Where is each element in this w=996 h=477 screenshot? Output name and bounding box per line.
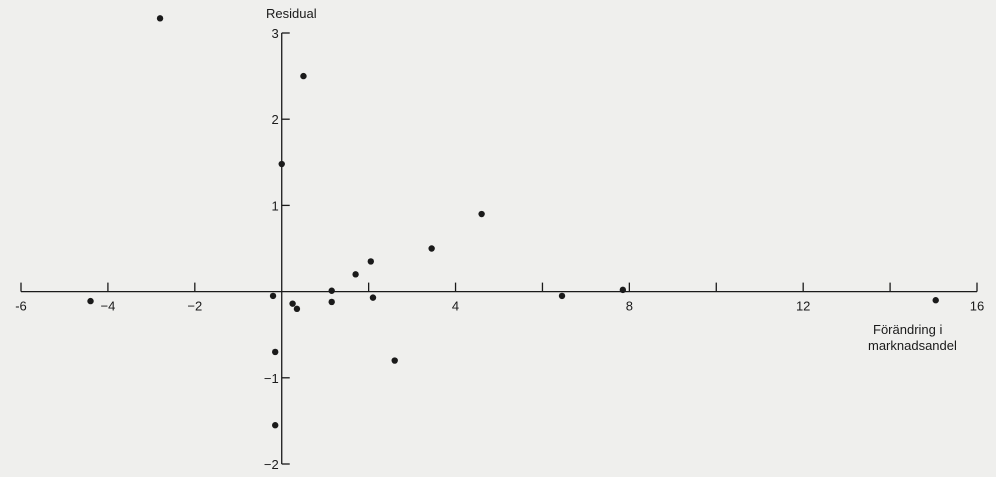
data-point	[391, 357, 398, 364]
data-point	[293, 305, 301, 313]
data-point	[300, 72, 307, 80]
data-point	[87, 297, 94, 305]
data-point	[932, 297, 939, 304]
data-point	[272, 348, 279, 356]
data-point	[367, 258, 375, 265]
y-tick-label: −1	[264, 371, 279, 386]
x-axis-label-line-1: Förändring i	[873, 322, 942, 337]
x-axis-label-line-2: marknadsandel	[868, 338, 957, 353]
x-tick-label: −4	[100, 299, 115, 314]
data-point	[352, 271, 359, 278]
x-tick-label: 16	[970, 299, 984, 314]
x-tick-label: 8	[626, 299, 633, 314]
data-point	[478, 210, 485, 218]
y-tick-label: −2	[264, 457, 279, 472]
data-point	[272, 422, 279, 429]
data-point	[156, 15, 164, 22]
data-point	[328, 287, 335, 294]
y-tick-label: 1	[271, 198, 278, 213]
data-points	[87, 15, 939, 429]
data-point	[428, 245, 435, 252]
data-point	[558, 292, 566, 300]
x-tick-label: 4	[452, 299, 459, 314]
tick-labels: -6 −4 −2 4 8 12 16 3 2 1 −1 −2	[15, 26, 984, 472]
axes	[21, 33, 977, 464]
ticks	[20, 32, 978, 465]
data-point	[328, 298, 335, 306]
y-tick-label: 2	[271, 112, 278, 127]
data-point	[289, 300, 296, 307]
y-tick-label: 3	[271, 26, 278, 41]
data-point	[369, 294, 377, 301]
data-point	[619, 286, 627, 294]
data-point	[269, 292, 277, 300]
x-tick-label: -6	[15, 299, 27, 314]
x-tick-label: −2	[187, 299, 202, 314]
data-point	[278, 160, 285, 168]
y-axis-label: Residual	[266, 6, 317, 21]
x-tick-label: 12	[796, 299, 810, 314]
